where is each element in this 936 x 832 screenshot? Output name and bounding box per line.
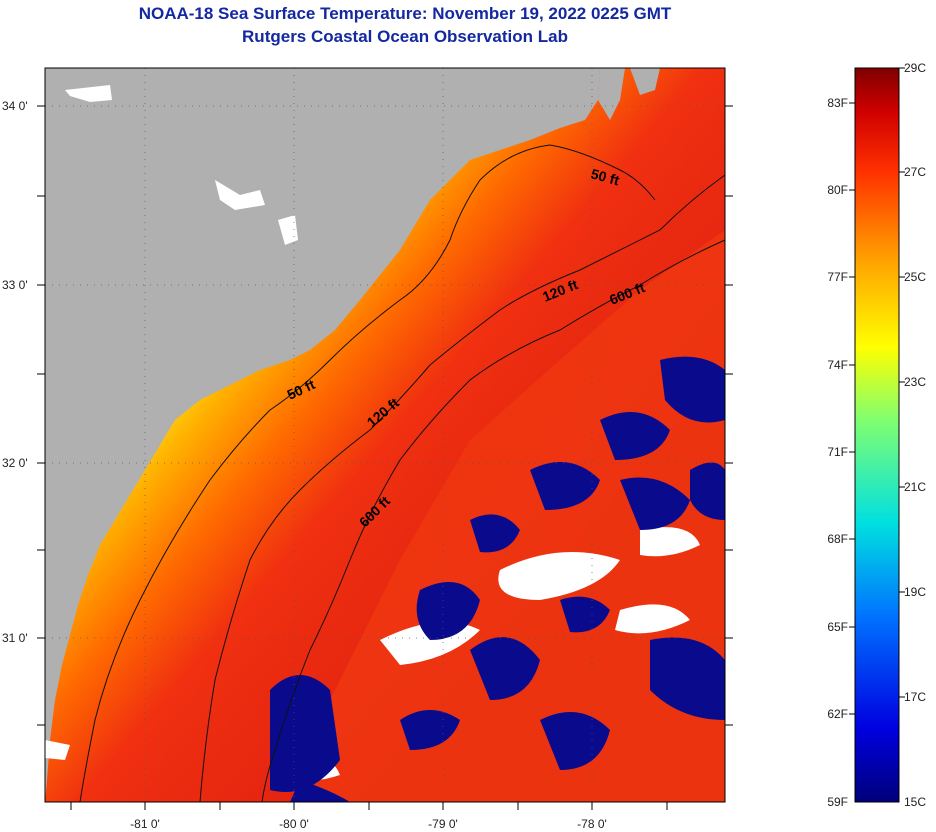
- cbar-f-71: 71F: [827, 445, 848, 459]
- colorbar: [854, 67, 900, 803]
- cbar-f-80: 80F: [827, 183, 848, 197]
- contour-120ft: [199, 174, 726, 803]
- cbar-f-68: 68F: [827, 532, 848, 546]
- cbar-f-62: 62F: [827, 707, 848, 721]
- land: [45, 68, 600, 802]
- cbar-f-83: 83F: [827, 96, 848, 110]
- cbar-c-27: 27C: [904, 165, 926, 179]
- cbar-c-17: 17C: [904, 690, 926, 704]
- inland-lakes: [45, 85, 298, 760]
- isobath-contours: [79, 144, 726, 803]
- cbar-f-77: 77F: [827, 270, 848, 284]
- cbar-c-23: 23C: [904, 375, 926, 389]
- cbar-f-65: 65F: [827, 620, 848, 634]
- lat-label-31: 31 0': [2, 631, 28, 645]
- lat-label-32: 32 0': [2, 456, 28, 470]
- lon-label-80: -80 0': [279, 817, 309, 831]
- lon-label-78: -78 0': [577, 817, 607, 831]
- land-cape-fear: [598, 68, 625, 120]
- cbar-c-29: 29C: [904, 61, 926, 75]
- cbar-c-21: 21C: [904, 480, 926, 494]
- cbar-f-59: 59F: [827, 795, 848, 809]
- cbar-c-19: 19C: [904, 585, 926, 599]
- axis-ticks: [37, 105, 733, 810]
- lon-label-79: -79 0': [428, 817, 458, 831]
- contour-label-50ft-north: 50 ft: [589, 165, 621, 188]
- lat-label-34: 34 0': [2, 99, 28, 113]
- plot-frame: [44, 67, 726, 803]
- cloud-contamination: [270, 356, 725, 802]
- colorbar-ticks: [849, 67, 905, 715]
- lon-label-81: -81 0': [130, 817, 160, 831]
- cbar-c-25: 25C: [904, 270, 926, 284]
- contour-600ft: [261, 239, 726, 803]
- land-north-corner: [630, 68, 660, 95]
- map-title: NOAA-18 Sea Surface Temperature: Novembe…: [138, 4, 672, 23]
- contour-50ft: [79, 144, 656, 803]
- lat-label-33: 33 0': [2, 278, 28, 292]
- cbar-f-74: 74F: [827, 358, 848, 372]
- cbar-c-15: 15C: [904, 795, 926, 809]
- map-subtitle: Rutgers Coastal Ocean Observation Lab: [242, 27, 568, 46]
